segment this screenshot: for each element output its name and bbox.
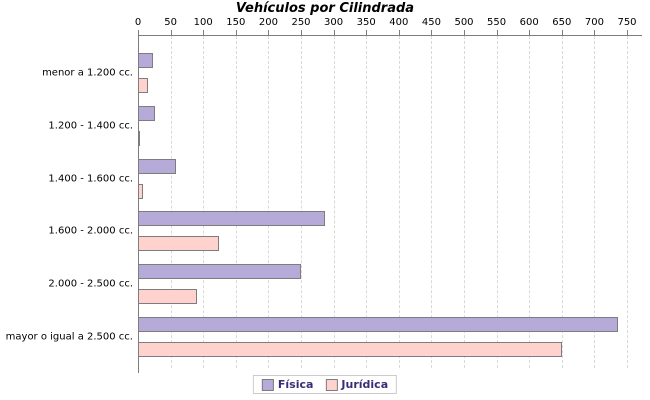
gridline	[431, 36, 433, 368]
category-label: 1.600 - 2.000 cc.	[48, 225, 133, 237]
x-tick-label: 100	[193, 17, 213, 28]
bar-fisica	[138, 105, 155, 121]
x-tick-label: 250	[291, 17, 311, 28]
x-tick-mark	[398, 30, 400, 35]
x-tick-mark	[431, 30, 433, 35]
x-tick-mark	[366, 30, 368, 35]
category-label: menor a 1.200 cc.	[42, 67, 133, 79]
legend-swatch-icon	[261, 378, 274, 391]
x-tick-label: 700	[584, 17, 604, 28]
gridline	[333, 36, 335, 368]
x-tick-mark	[333, 30, 335, 35]
legend-swatch-icon	[325, 378, 338, 391]
gridline	[268, 36, 270, 368]
bar-juridica	[138, 289, 197, 305]
chart-title: Vehículos por Cilindrada	[235, 1, 415, 16]
x-tick-mark	[203, 30, 205, 35]
x-tick-label: 550	[487, 17, 507, 28]
gridline	[301, 36, 302, 368]
x-tick-label: 500	[454, 17, 474, 28]
x-tick-label: 650	[552, 17, 572, 28]
category-label: 2.000 - 2.500 cc.	[48, 278, 133, 290]
gridline	[170, 36, 172, 368]
x-tick-mark	[627, 30, 628, 35]
x-tick-mark	[464, 30, 465, 35]
x-tick-mark	[268, 30, 270, 35]
x-tick-label: 750	[617, 17, 637, 28]
x-tick-mark	[496, 30, 498, 35]
gridline	[529, 36, 531, 368]
gridline	[235, 36, 237, 368]
category-label: 1.400 - 1.600 cc.	[48, 173, 133, 185]
bar-juridica	[138, 78, 148, 93]
x-tick-label: 300	[324, 17, 344, 28]
bar-juridica	[138, 342, 562, 357]
x-tick-label: 600	[519, 17, 539, 28]
x-tick-mark	[170, 30, 172, 35]
gridline	[464, 36, 465, 368]
x-tick-label: 150	[226, 17, 246, 28]
gridline	[627, 36, 628, 368]
legend-label: Jurídica	[341, 378, 389, 391]
x-tick-label: 50	[164, 17, 177, 28]
bar-juridica	[138, 130, 140, 146]
x-tick-label: 0	[134, 17, 142, 28]
category-label: mayor o igual a 2.500 cc.	[5, 331, 133, 343]
bar-fisica	[138, 317, 618, 332]
y-axis-line	[138, 35, 139, 373]
legend-item: Jurídica	[325, 378, 388, 391]
legend: Física Jurídica	[252, 375, 398, 394]
gridline	[366, 36, 368, 368]
bar-fisica	[138, 158, 176, 174]
x-axis-line	[138, 35, 642, 36]
gridline	[496, 36, 498, 368]
x-tick-mark	[561, 30, 563, 35]
x-tick-label: 200	[258, 17, 278, 28]
x-tick-label: 450	[421, 17, 441, 28]
bar-fisica	[138, 53, 153, 68]
x-tick-label: 350	[356, 17, 376, 28]
bar-fisica	[138, 264, 301, 280]
x-tick-mark	[235, 30, 237, 35]
bar-fisica	[138, 211, 326, 227]
legend-item: Física	[261, 378, 314, 391]
gridline	[203, 36, 205, 368]
x-tick-label: 400	[389, 17, 409, 28]
gridline	[398, 36, 400, 368]
x-tick-mark	[301, 30, 302, 35]
x-tick-mark	[594, 30, 596, 35]
bar-juridica	[138, 183, 144, 199]
x-tick-mark	[138, 30, 139, 35]
gridline	[561, 36, 563, 368]
bar-juridica	[138, 236, 219, 252]
x-tick-mark	[529, 30, 531, 35]
gridline	[594, 36, 596, 368]
category-label: 1.200 - 1.400 cc.	[48, 120, 133, 132]
legend-label: Física	[277, 378, 314, 391]
